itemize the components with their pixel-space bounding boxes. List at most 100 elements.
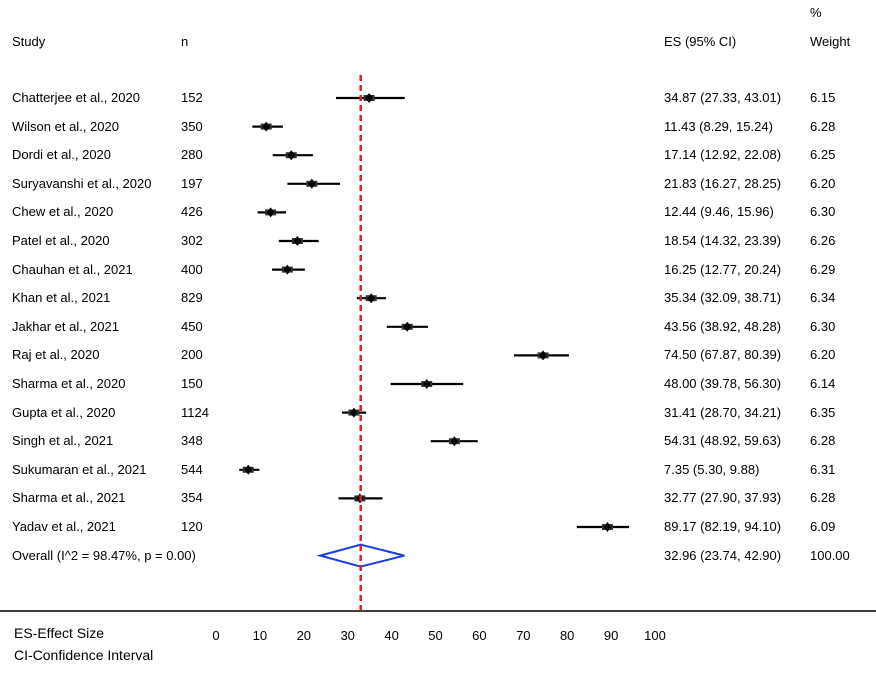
study-weight: 6.29: [810, 261, 836, 277]
overall-es-ci: 32.96 (23.74, 42.90): [664, 547, 782, 563]
point-estimate-marker: [603, 522, 612, 532]
point-estimate-marker: [244, 464, 253, 475]
overall-diamond: [316, 543, 405, 568]
x-tick-label: 70: [516, 628, 530, 643]
study-n: 426: [181, 204, 203, 220]
study-es-ci: 17.14 (12.92, 22.08): [664, 147, 782, 163]
study-n: 200: [181, 347, 203, 363]
study-n: 450: [181, 318, 203, 334]
study-weight: 6.35: [810, 404, 836, 420]
study-weight: 6.26: [810, 233, 836, 248]
study-es-ci: 32.77 (27.90, 37.93): [664, 490, 782, 506]
study-label: Chauhan et al., 2021: [12, 261, 133, 277]
study-weight: 6.30: [810, 204, 836, 220]
study-n: 152: [181, 90, 203, 105]
study-es-ci: 89.17 (82.19, 94.10): [664, 519, 782, 534]
study-weight: 6.28: [810, 433, 836, 449]
header-weight-percent: %: [810, 5, 822, 20]
study-n: 280: [181, 147, 203, 163]
header-weight: Weight: [810, 34, 851, 49]
study-label: Jakhar et al., 2021: [12, 318, 119, 334]
study-label: Khan et al., 2021: [12, 290, 111, 306]
study-n: 829: [181, 290, 203, 306]
study-weight: 6.25: [810, 147, 836, 163]
point-estimate-marker: [293, 236, 302, 246]
point-estimate-marker: [422, 379, 431, 389]
x-tick-label: 40: [384, 628, 398, 643]
study-weight: 6.14: [810, 376, 836, 391]
study-label: Patel et al., 2020: [12, 233, 110, 248]
study-es-ci: 7.35 (5.30, 9.88): [664, 461, 760, 477]
point-estimate-marker: [365, 93, 374, 103]
overall-label: Overall (I^2 = 98.47%, p = 0.00): [12, 547, 196, 563]
study-label: Wilson et al., 2020: [12, 118, 119, 134]
study-es-ci: 34.87 (27.33, 43.01): [664, 90, 782, 105]
study-label: Singh et al., 2021: [12, 433, 114, 449]
x-tick-label: 30: [340, 628, 354, 643]
study-n: 350: [181, 118, 203, 134]
x-tick-label: 60: [472, 628, 486, 643]
header-es: ES (95% CI): [664, 34, 737, 49]
x-tick-label: 80: [560, 628, 574, 643]
study-label: Dordi et al., 2020: [12, 147, 112, 163]
study-es-ci: 54.31 (48.92, 59.63): [664, 433, 782, 449]
x-tick-label: 50: [428, 628, 442, 643]
study-weight: 6.28: [810, 118, 836, 134]
study-weight: 6.30: [810, 318, 836, 334]
point-estimate-marker: [539, 350, 548, 361]
study-weight: 6.20: [810, 347, 836, 363]
study-es-ci: 11.43 (8.29, 15.24): [664, 118, 773, 134]
point-estimate-marker: [450, 436, 459, 447]
x-tick-label: 20: [297, 628, 311, 643]
study-n: 354: [181, 490, 203, 506]
study-es-ci: 31.41 (28.70, 34.21): [664, 404, 782, 420]
x-tick-label: 90: [604, 628, 618, 643]
study-n: 120: [181, 519, 203, 534]
study-n: 400: [181, 261, 203, 277]
study-es-ci: 21.83 (16.27, 28.25): [664, 175, 782, 191]
point-estimate-marker: [266, 207, 275, 218]
overall-weight: 100.00: [810, 547, 850, 563]
study-weight: 6.31: [810, 461, 836, 477]
point-estimate-marker: [283, 264, 292, 275]
point-estimate-marker: [349, 407, 358, 418]
study-label: Chew et al., 2020: [12, 204, 114, 220]
study-es-ci: 12.44 (9.46, 15.96): [664, 204, 774, 220]
study-n: 544: [181, 461, 203, 477]
study-weight: 6.15: [810, 90, 836, 105]
study-weight: 6.34: [810, 290, 836, 306]
study-weight: 6.09: [810, 519, 836, 534]
study-n: 348: [181, 433, 203, 449]
x-tick-label: 100: [644, 628, 666, 643]
study-label: Raj et al., 2020: [12, 347, 100, 363]
study-n: 197: [181, 175, 203, 191]
study-label: Sukumaran et al., 2021: [12, 461, 147, 477]
study-es-ci: 35.34 (32.09, 38.71): [664, 290, 782, 306]
study-es-ci: 74.50 (67.87, 80.39): [664, 347, 782, 363]
x-tick-label: 10: [253, 628, 267, 643]
point-estimate-marker: [403, 321, 412, 332]
point-estimate-marker: [287, 150, 296, 161]
study-es-ci: 16.25 (12.77, 20.24): [664, 261, 782, 277]
study-weight: 6.28: [810, 490, 836, 506]
point-estimate-marker: [307, 178, 316, 189]
footnote-ci: CI-Confidence Interval: [14, 647, 154, 663]
study-n: 150: [181, 376, 203, 391]
study-n: 1124: [181, 404, 209, 420]
study-n: 302: [181, 233, 203, 248]
study-label: Sharma et al., 2020: [12, 376, 126, 391]
study-es-ci: 43.56 (38.92, 48.28): [664, 318, 782, 334]
study-label: Sharma et al., 2021: [12, 490, 126, 506]
study-es-ci: 48.00 (39.78, 56.30): [664, 376, 782, 391]
header-n: n: [181, 34, 189, 49]
x-tick-label: 0: [212, 628, 219, 643]
point-estimate-marker: [262, 121, 271, 132]
study-es-ci: 18.54 (14.32, 23.39): [664, 233, 782, 248]
footnote-es: ES-Effect Size: [14, 625, 105, 641]
study-label: Suryavanshi et al., 2020: [12, 175, 152, 191]
study-label: Chatterjee et al., 2020: [12, 90, 140, 105]
study-label: Yadav et al., 2021: [12, 519, 116, 534]
study-label: Gupta et al., 2020: [12, 404, 116, 420]
point-estimate-marker: [367, 293, 376, 304]
